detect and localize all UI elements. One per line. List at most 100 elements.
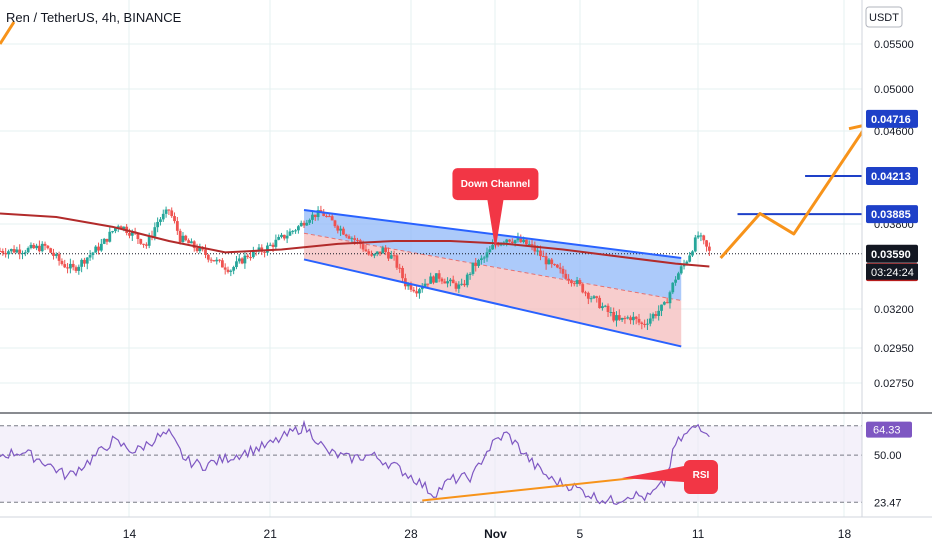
candle-body: [130, 231, 134, 236]
candle-body: [319, 210, 323, 212]
rsi-tick-label: 50.00: [874, 450, 902, 462]
candle-body: [524, 239, 528, 245]
candle-body: [153, 227, 157, 237]
candle-body: [482, 257, 486, 259]
candle-body: [516, 238, 520, 241]
candle-body: [223, 267, 227, 270]
candle-body: [401, 268, 404, 279]
candle-body: [243, 255, 247, 264]
candle-body: [209, 259, 213, 261]
candle-body: [333, 220, 337, 227]
candle-body: [38, 245, 41, 252]
candle-body: [496, 244, 500, 246]
candle-body: [581, 284, 585, 293]
candle-body: [584, 292, 587, 294]
candle-body: [102, 238, 106, 244]
candle-body: [282, 234, 286, 239]
candle-body: [257, 247, 261, 252]
candle-body: [620, 317, 624, 320]
candle-body: [74, 267, 78, 271]
candle-body: [606, 305, 610, 313]
candle-body: [302, 222, 306, 226]
candle-body: [468, 273, 472, 275]
currency-box: [865, 6, 903, 28]
candle-body: [651, 314, 655, 319]
candle-body: [412, 289, 416, 292]
candle-body: [572, 283, 576, 285]
candle-body: [240, 258, 244, 264]
time-tick-label: 18: [838, 527, 852, 541]
price-tick-label: 0.04600: [874, 126, 914, 138]
moving-average-line: [0, 212, 710, 268]
candle-body: [448, 279, 452, 282]
candle-body: [296, 226, 300, 231]
candle-body: [398, 267, 402, 269]
candle-body: [353, 238, 357, 240]
candle-body: [677, 273, 680, 280]
candle-body: [187, 240, 191, 244]
candle-body: [626, 317, 630, 319]
candle-body: [9, 249, 13, 252]
candle-body: [212, 260, 216, 262]
rsi-current-text: 64.33: [873, 425, 901, 437]
candle-body: [330, 216, 334, 221]
candle-body: [679, 266, 683, 274]
candle-body: [85, 257, 89, 264]
candle-body: [249, 257, 252, 259]
candle-body: [707, 246, 711, 251]
candle-body: [395, 255, 399, 268]
price-tick-label: 0.02750: [874, 378, 914, 390]
candle-body: [601, 306, 604, 309]
candle-body: [21, 253, 24, 255]
time-tick-label: Nov: [484, 527, 507, 541]
candle-body: [147, 235, 151, 246]
candle-body: [43, 243, 47, 246]
time-tick-label: 28: [404, 527, 418, 541]
candle-body: [308, 219, 312, 223]
candle-body: [392, 255, 396, 257]
candle-body: [268, 244, 272, 246]
candle-body: [578, 280, 582, 285]
candle-body: [440, 278, 444, 282]
candle-body: [378, 251, 382, 254]
candle-body: [91, 252, 95, 256]
candle-body: [586, 292, 590, 299]
price-axis: USDT0.055000.050000.046000.038000.032000…: [861, 0, 932, 517]
candle-body: [631, 316, 635, 321]
price-tick-label: 0.05000: [874, 84, 914, 96]
candle-body: [350, 238, 354, 240]
candle-body: [161, 213, 165, 220]
candle-body: [370, 254, 373, 256]
candle-body: [128, 232, 131, 236]
rsi-pane: RSI: [0, 419, 862, 505]
candle-body: [316, 210, 320, 218]
candle-body: [139, 239, 143, 244]
price-label-box: [866, 205, 918, 224]
candle-body: [88, 255, 92, 258]
candle-body: [198, 247, 202, 252]
candle-body: [215, 259, 219, 262]
candle-body: [389, 255, 393, 259]
candle-body: [80, 259, 84, 267]
price-label-text: 0.03885: [871, 209, 911, 221]
candle-body: [190, 241, 193, 244]
candle-body: [175, 221, 179, 231]
candle-body: [266, 245, 269, 253]
candle-body: [46, 245, 50, 249]
candle-body: [220, 260, 224, 268]
down-channel-callout: [452, 168, 539, 251]
candle-body: [471, 262, 475, 274]
candle-body: [372, 253, 376, 256]
candle-body: [612, 311, 616, 321]
candle-body: [204, 249, 207, 255]
candle-body: [32, 244, 36, 249]
candle-body: [685, 261, 689, 264]
candle-body: [181, 235, 185, 242]
rsi-callout-label: RSI: [693, 470, 710, 481]
price-label-box: [866, 244, 918, 263]
candle-body: [237, 258, 241, 262]
candle-body: [527, 244, 531, 246]
candle-body: [271, 244, 275, 247]
candle-body: [567, 278, 571, 281]
